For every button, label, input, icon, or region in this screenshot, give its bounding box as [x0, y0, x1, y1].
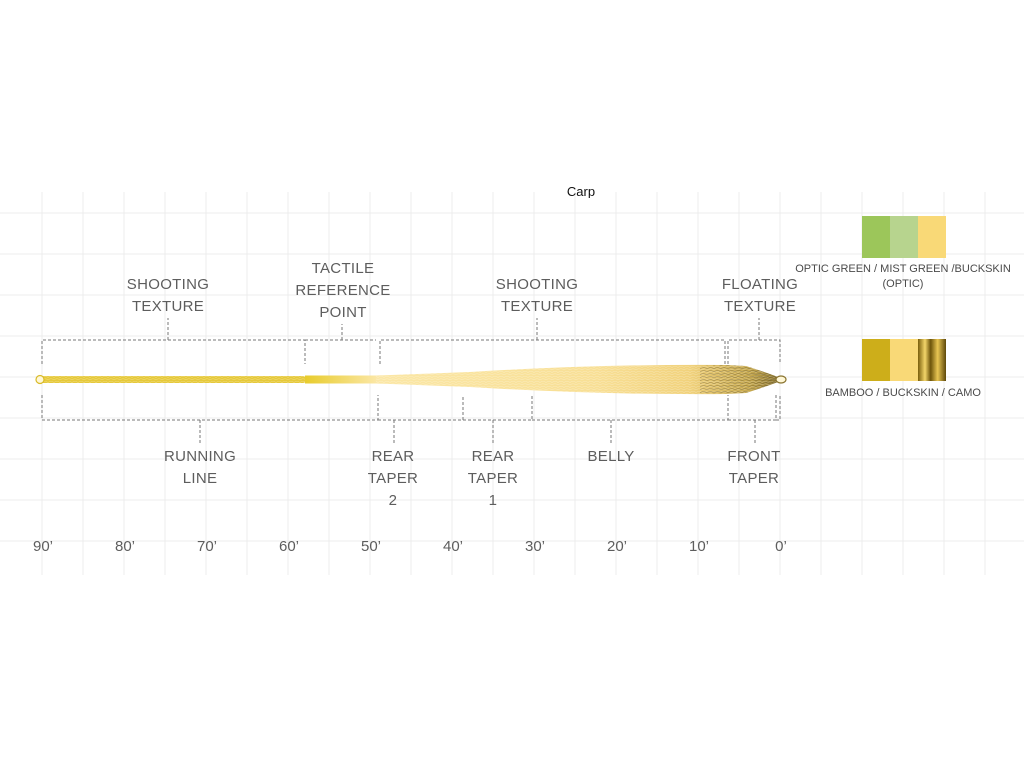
- label-rear-taper-1: REAR TAPER 1: [467, 448, 519, 509]
- swatch-camo: [918, 339, 946, 381]
- label-belly: BELLY: [587, 448, 635, 465]
- scale-tick: 90’: [32, 538, 54, 555]
- scale-tick: 70’: [196, 538, 218, 555]
- swatch-buckskin: [918, 216, 946, 258]
- label-running-line: RUNNING LINE: [163, 448, 237, 487]
- color-option-bamboo-caption: BAMBOO / BUCKSKIN / CAMO: [825, 387, 981, 399]
- scale-tick: 40’: [442, 538, 464, 555]
- rear-loop: [35, 374, 45, 385]
- label-tactile-reference-point: TACTILE REFERENCE POINT: [295, 260, 391, 321]
- swatch-bamboo: [862, 339, 890, 381]
- bottom-brackets: [41, 395, 781, 444]
- scale-tick: 60’: [278, 538, 300, 555]
- label-shooting-texture-right: SHOOTING TEXTURE: [495, 276, 579, 315]
- scale-tick: 80’: [114, 538, 136, 555]
- scale-tick: 50’: [360, 538, 382, 555]
- label-shooting-texture-left: SHOOTING TEXTURE: [126, 276, 210, 315]
- color-option-bamboo: [862, 339, 946, 381]
- color-option-optic-caption: OPTIC GREEN / MIST GREEN /BUCKSKIN (OPTI…: [795, 263, 1011, 290]
- front-loop: [775, 375, 787, 384]
- swatch-mist-green: [890, 216, 918, 258]
- fly-line: [35, 364, 787, 395]
- label-rear-taper-2: REAR TAPER 2: [367, 448, 419, 509]
- line-title: Carp: [566, 184, 596, 198]
- color-option-optic: [862, 216, 946, 258]
- label-floating-texture: FLOATING TEXTURE: [721, 276, 799, 315]
- swatch-buckskin: [890, 339, 918, 381]
- tactile-reference-point-segment: [305, 375, 377, 384]
- scale-tick: 20’: [606, 538, 628, 555]
- scale-tick: 0’: [775, 538, 787, 555]
- scale-tick: 30’: [524, 538, 546, 555]
- scale-tick: 10’: [688, 538, 710, 555]
- top-brackets: [41, 318, 781, 364]
- label-front-taper: FRONT TAPER: [727, 448, 781, 487]
- swatch-optic-green: [862, 216, 890, 258]
